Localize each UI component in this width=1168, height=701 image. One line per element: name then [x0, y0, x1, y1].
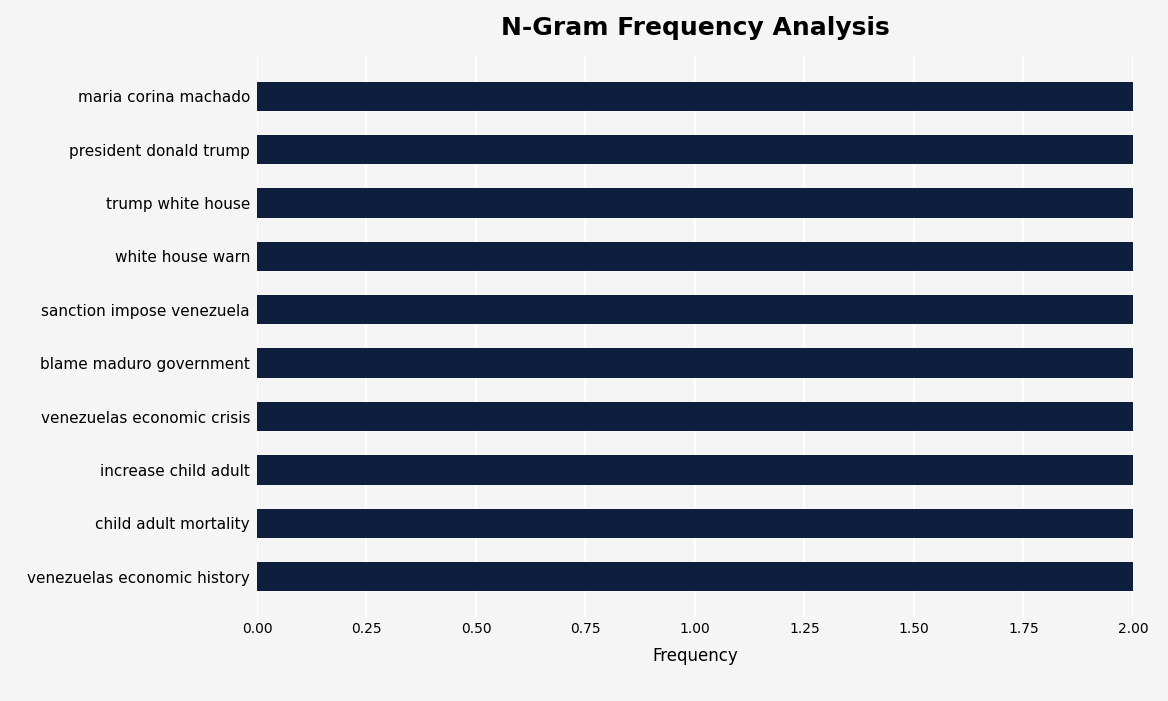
Bar: [257, 455, 1133, 484]
Bar: [257, 189, 1133, 218]
Bar: [257, 509, 1133, 538]
X-axis label: Frequency: Frequency: [652, 647, 738, 665]
Bar: [257, 402, 1133, 431]
Bar: [257, 242, 1133, 271]
Bar: [257, 81, 1133, 111]
Title: N-Gram Frequency Analysis: N-Gram Frequency Analysis: [501, 16, 889, 40]
Bar: [257, 135, 1133, 164]
Bar: [257, 562, 1133, 592]
Bar: [257, 295, 1133, 325]
Bar: [257, 348, 1133, 378]
